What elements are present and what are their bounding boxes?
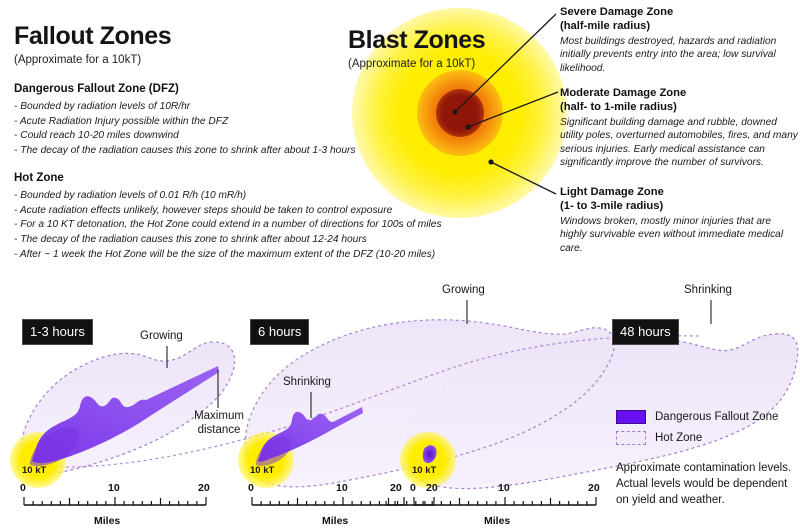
scale-tick-0: 0 — [20, 482, 26, 494]
time-badge-label: 1-3 hours — [22, 319, 93, 345]
dfz-plume-1-core — [29, 427, 80, 466]
dangerous-fallout-zone-group: Dangerous Fallout Zone (DFZ) - Bounded b… — [14, 83, 484, 159]
ground-zero-label-3: 10 kT — [412, 465, 437, 476]
annotation-growing-2: Growing — [442, 284, 485, 296]
legend: Dangerous Fallout Zone Hot Zone Approxim… — [616, 410, 796, 509]
dfz-plume-3 — [422, 445, 437, 464]
time-badge-panel-1[interactable]: 1-3 hours — [22, 319, 93, 345]
fallout-timeline: 1-3 hours 6 hours 48 hours Growing Maxim… — [0, 250, 800, 528]
callout-subheading: (half-mile radius) — [560, 20, 651, 32]
severe-damage-zone-ring — [436, 89, 484, 137]
hot-zone-bullet: - For a 10 KT detonation, the Hot Zone c… — [14, 219, 442, 231]
hot-zone-bullet: - The decay of the radiation causes this… — [14, 234, 367, 246]
time-badge-panel-3[interactable]: 48 hours — [612, 319, 679, 345]
fallout-zones-subtitle: (Approximate for a 10kT) — [14, 54, 142, 66]
legend-label: Hot Zone — [655, 432, 703, 444]
callout-moderate-damage-zone: Moderate Damage Zone (half- to 1-mile ra… — [560, 86, 800, 170]
callout-subheading: (half- to 1-mile radius) — [560, 101, 677, 113]
fallout-zones-title-block: Fallout Zones (Approximate for a 10kT) — [14, 22, 172, 67]
scale-tick-10: 10 — [336, 482, 348, 494]
callout-severe-damage-zone: Severe Damage Zone (half-mile radius) Mo… — [560, 5, 798, 75]
scale-unit-label: Miles — [94, 515, 121, 527]
callout-heading: Severe Damage Zone — [560, 6, 674, 18]
scale-ruler — [413, 497, 597, 506]
callout-body: Windows broken, mostly minor injuries th… — [560, 216, 784, 254]
annotation-leader-lines — [166, 300, 712, 418]
dfz-plume-2-core — [255, 436, 292, 466]
dfz-bullet: - Could reach 10-20 miles downwind — [14, 130, 179, 142]
ground-zero-label-1: 10 kT — [22, 465, 47, 476]
dfz-heading: Dangerous Fallout Zone (DFZ) — [14, 83, 179, 95]
scale-ruler-tail — [385, 497, 405, 506]
scale-unit-label: Miles — [322, 515, 349, 527]
dfz-bullet: - Bounded by radiation levels of 10R/hr — [14, 100, 191, 112]
callout-heading: Moderate Damage Zone — [560, 87, 687, 99]
blast-zones-title-block: Blast Zones (Approximate for a 10kT) — [348, 26, 486, 71]
scale-tick-0: 0 — [248, 482, 254, 494]
legend-label: Dangerous Fallout Zone — [655, 411, 779, 423]
hot-zone-lower-boundary — [23, 335, 701, 468]
time-badge-label: 6 hours — [250, 319, 310, 345]
time-badge-label: 48 hours — [612, 319, 679, 345]
legend-item-hot-zone: Hot Zone — [616, 431, 796, 445]
dfz-bullet: - Acute Radiation Injury possible within… — [14, 115, 229, 127]
scale-tick-0: 0 — [410, 482, 416, 494]
blast-zones-subtitle: (Approximate for a 10kT) — [348, 58, 476, 70]
scale-tick-10: 10 — [498, 482, 510, 494]
annotation-growing-1: Growing — [140, 330, 183, 342]
hot-zone-shape-6h — [244, 319, 615, 488]
scale-tick-20: 20 — [198, 482, 210, 494]
callout-body: Most buildings destroyed, hazards and ra… — [560, 36, 777, 74]
page-title: Fallout Zones — [14, 22, 172, 50]
time-badge-panel-2[interactable]: 6 hours — [250, 319, 310, 345]
callout-subheading: (1- to 3-mile radius) — [560, 200, 664, 212]
hot-zone-bullet: - Acute radiation effects unlikely, howe… — [14, 204, 393, 216]
ground-zero-label-2: 10 kT — [250, 465, 275, 476]
legend-item-dangerous-fallout-zone: Dangerous Fallout Zone — [616, 410, 796, 424]
blast-zones-title: Blast Zones — [348, 26, 486, 54]
scale-ruler — [23, 497, 207, 506]
scale-tick-20: 20 — [426, 482, 438, 494]
hot-zone-heading: Hot Zone — [14, 172, 64, 184]
hot-zone-group: Hot Zone - Bounded by radiation levels o… — [14, 172, 494, 263]
annotation-maximum-distance: Maximum distance — [194, 410, 244, 436]
hot-zone-bullet: - After ~ 1 week the Hot Zone will be th… — [14, 248, 436, 260]
callout-heading: Light Damage Zone — [560, 186, 664, 198]
dangerous-fallout-plumes — [29, 366, 437, 466]
annotation-shrinking-3: Shrinking — [684, 284, 732, 296]
hot-zone-bullet: - Bounded by radiation levels of 0.01 R/… — [14, 189, 247, 201]
legend-note: Approximate contamination levels. Actual… — [616, 462, 792, 506]
dfz-bullet: - The decay of the radiation causes this… — [14, 145, 356, 157]
scale-tick-20: 20 — [588, 482, 600, 494]
annotation-shrinking-2: Shrinking — [283, 376, 331, 388]
scale-unit-label: Miles — [484, 515, 511, 527]
legend-swatch-hot-zone — [616, 431, 646, 445]
scale-tick-10: 10 — [108, 482, 120, 494]
scale-tick-20-tail: 20 — [390, 482, 402, 494]
callout-body: Significant building damage and rubble, … — [560, 117, 798, 169]
legend-swatch-dangerous-fallout-zone — [616, 410, 646, 424]
callout-light-damage-zone: Light Damage Zone (1- to 3-mile radius) … — [560, 185, 798, 255]
